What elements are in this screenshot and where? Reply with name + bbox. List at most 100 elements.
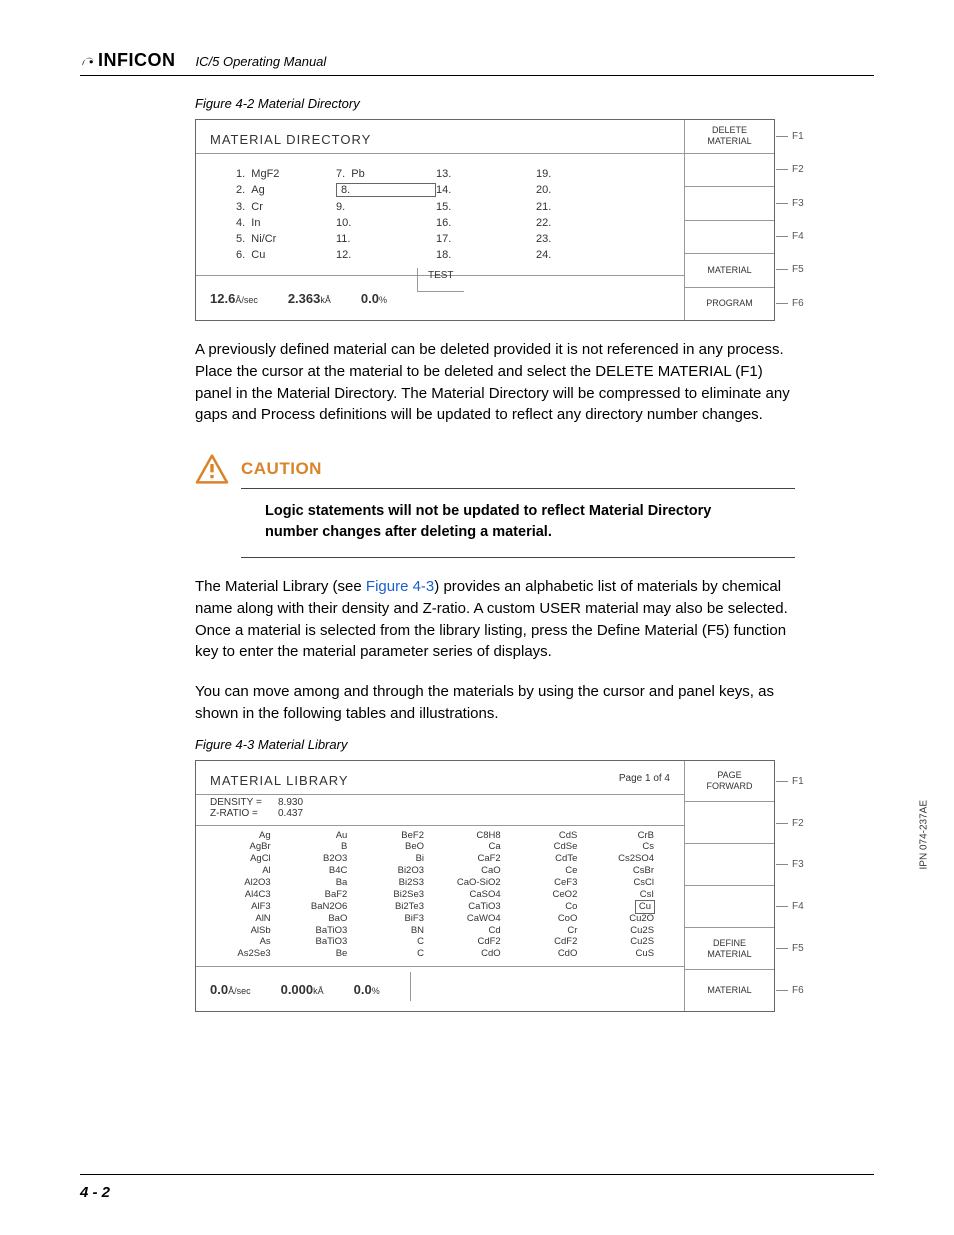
mat-21[interactable]: 21. [536,201,636,213]
lib-item[interactable]: CaO-SiO2 [440,877,501,889]
lib-item[interactable]: Bi2O3 [363,865,424,877]
figure-4-3-link[interactable]: Figure 4-3 [366,578,434,595]
lib-item[interactable]: BiF3 [363,913,424,925]
lib-item[interactable]: Ba [287,877,348,889]
lib-item[interactable]: Al2O3 [210,877,271,889]
lib-item[interactable]: Al4C3 [210,889,271,901]
lib-item[interactable]: Cs2SO4 [593,853,654,865]
mat-8-selected[interactable]: 8. [336,183,436,197]
lib-item[interactable]: Bi2Te3 [363,901,424,913]
mat-24[interactable]: 24. [536,249,636,261]
mat-6[interactable]: 6. Cu [236,249,336,261]
lib-item[interactable]: Cu [635,900,655,914]
lib-item[interactable]: BaO [287,913,348,925]
lib-item[interactable]: Bi [363,853,424,865]
lib-item[interactable]: CrB [593,830,654,842]
lib-item[interactable]: CdF2 [440,936,501,948]
f6-program[interactable]: PROGRAM [685,288,774,321]
lib-item[interactable]: AlN [210,913,271,925]
lib-f1-page-forward[interactable]: PAGEFORWARD [685,761,774,803]
lib-item[interactable]: BaN2O6 [287,901,348,913]
f2-blank[interactable] [685,154,774,188]
lib-item[interactable]: CdO [440,948,501,960]
lib-item[interactable]: B2O3 [287,853,348,865]
lib-item[interactable]: Ce [517,865,578,877]
lib-item[interactable]: Be [287,948,348,960]
lib-item[interactable]: B4C [287,865,348,877]
f4-blank[interactable] [685,221,774,255]
mat-4[interactable]: 4. In [236,217,336,229]
lib-item[interactable]: AlSb [210,925,271,937]
lib-f6-material[interactable]: MATERIAL [685,970,774,1011]
lib-item[interactable]: Co [517,901,578,913]
f1-delete-material[interactable]: DELETEMATERIAL [685,120,774,154]
lib-item[interactable]: Ca [440,841,501,853]
mat-7[interactable]: 7. Pb [336,168,436,180]
mat-2[interactable]: 2. Ag [236,184,336,197]
lib-item[interactable]: C [363,936,424,948]
lib-f3-blank[interactable] [685,844,774,886]
f5-material[interactable]: MATERIAL [685,254,774,288]
mat-16[interactable]: 16. [436,217,536,229]
lib-item[interactable]: CuS [593,948,654,960]
lib-item[interactable]: C [363,948,424,960]
mat-5[interactable]: 5. Ni/Cr [236,233,336,245]
mat-20[interactable]: 20. [536,184,636,197]
lib-item[interactable]: AgBr [210,841,271,853]
lib-item[interactable]: Bi2Se3 [363,889,424,901]
mat-11[interactable]: 11. [336,233,436,245]
lib-item[interactable]: AgCl [210,853,271,865]
mat-3[interactable]: 3. Cr [236,201,336,213]
lib-item[interactable]: Au [287,830,348,842]
mat-23[interactable]: 23. [536,233,636,245]
lib-item[interactable]: CaF2 [440,853,501,865]
lib-item[interactable]: CaWO4 [440,913,501,925]
lib-item[interactable]: BaTiO3 [287,925,348,937]
mat-15[interactable]: 15. [436,201,536,213]
lib-f2-blank[interactable] [685,802,774,844]
lib-item[interactable]: CsBr [593,865,654,877]
mat-22[interactable]: 22. [536,217,636,229]
lib-item[interactable]: AlF3 [210,901,271,913]
lib-item[interactable]: As2Se3 [210,948,271,960]
mat-18[interactable]: 18. [436,249,536,261]
lib-item[interactable]: Al [210,865,271,877]
mat-10[interactable]: 10. [336,217,436,229]
lib-item[interactable]: CoO [517,913,578,925]
lib-item[interactable]: CeO2 [517,889,578,901]
lib-item[interactable]: C8H8 [440,830,501,842]
lib-item[interactable]: Cr [517,925,578,937]
lib-item[interactable]: CsCl [593,877,654,889]
lib-item[interactable]: Bi2S3 [363,877,424,889]
lib-item[interactable]: Ag [210,830,271,842]
mat-1[interactable]: 1. MgF2 [236,168,336,180]
mat-19[interactable]: 19. [536,168,636,180]
lib-item[interactable]: Cs [593,841,654,853]
lib-item[interactable]: BeF2 [363,830,424,842]
mat-17[interactable]: 17. [436,233,536,245]
lib-item[interactable]: CaO [440,865,501,877]
lib-item[interactable]: CeF3 [517,877,578,889]
lib-item[interactable]: BeO [363,841,424,853]
lib-item[interactable]: BaTiO3 [287,936,348,948]
lib-f5-define-material[interactable]: DEFINEMATERIAL [685,928,774,970]
lib-item[interactable]: CdS [517,830,578,842]
mat-13[interactable]: 13. [436,168,536,180]
f3-blank[interactable] [685,187,774,221]
lib-item[interactable]: Cu2O [593,913,654,925]
lib-item[interactable]: CdO [517,948,578,960]
mat-9[interactable]: 9. [336,201,436,213]
lib-item[interactable]: CaTiO3 [440,901,501,913]
lib-item[interactable]: CdSe [517,841,578,853]
lib-item[interactable]: BaF2 [287,889,348,901]
lib-f4-blank[interactable] [685,886,774,928]
lib-item[interactable]: As [210,936,271,948]
mat-12[interactable]: 12. [336,249,436,261]
lib-item[interactable]: Cu2S [593,936,654,948]
lib-item[interactable]: B [287,841,348,853]
lib-item[interactable]: Cu2S [593,925,654,937]
lib-item[interactable]: CaSO4 [440,889,501,901]
lib-item[interactable]: BN [363,925,424,937]
mat-14[interactable]: 14. [436,184,536,197]
lib-item[interactable]: CdF2 [517,936,578,948]
